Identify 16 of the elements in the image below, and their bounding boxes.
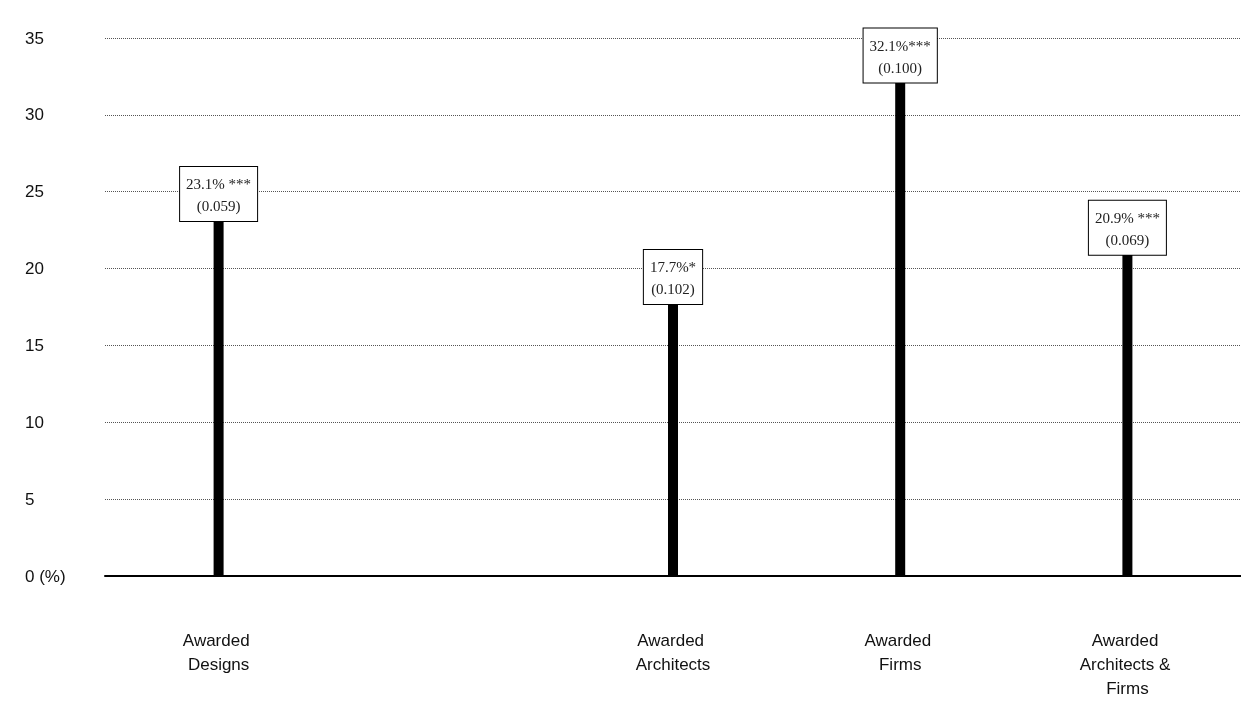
x-tick-label: Awarded Designs [182, 630, 255, 674]
data-label: 23.1% *** (0.059) [186, 175, 252, 215]
data-label: 32.1%*** (0.100) [869, 37, 931, 77]
y-tick-label: 10 [25, 412, 44, 432]
y-tick-label: 35 [25, 28, 44, 48]
x-tick-label: Awarded Architects [635, 630, 711, 674]
data-label: 17.7%* (0.102) [649, 258, 697, 298]
data-label: 20.9% *** (0.069) [1094, 209, 1160, 249]
x-tick-label: Awarded Architects & Firms [1079, 630, 1176, 698]
y-tick-label: 5 [25, 489, 35, 509]
x-tick-label: Awarded Firms [864, 630, 936, 674]
y-tick-label: 20 [25, 259, 44, 279]
y-tick-label: 0 (%) [25, 566, 66, 586]
y-tick-label: 25 [25, 182, 44, 202]
y-tick-label: 30 [25, 105, 44, 125]
y-tick-label: 15 [25, 335, 44, 355]
